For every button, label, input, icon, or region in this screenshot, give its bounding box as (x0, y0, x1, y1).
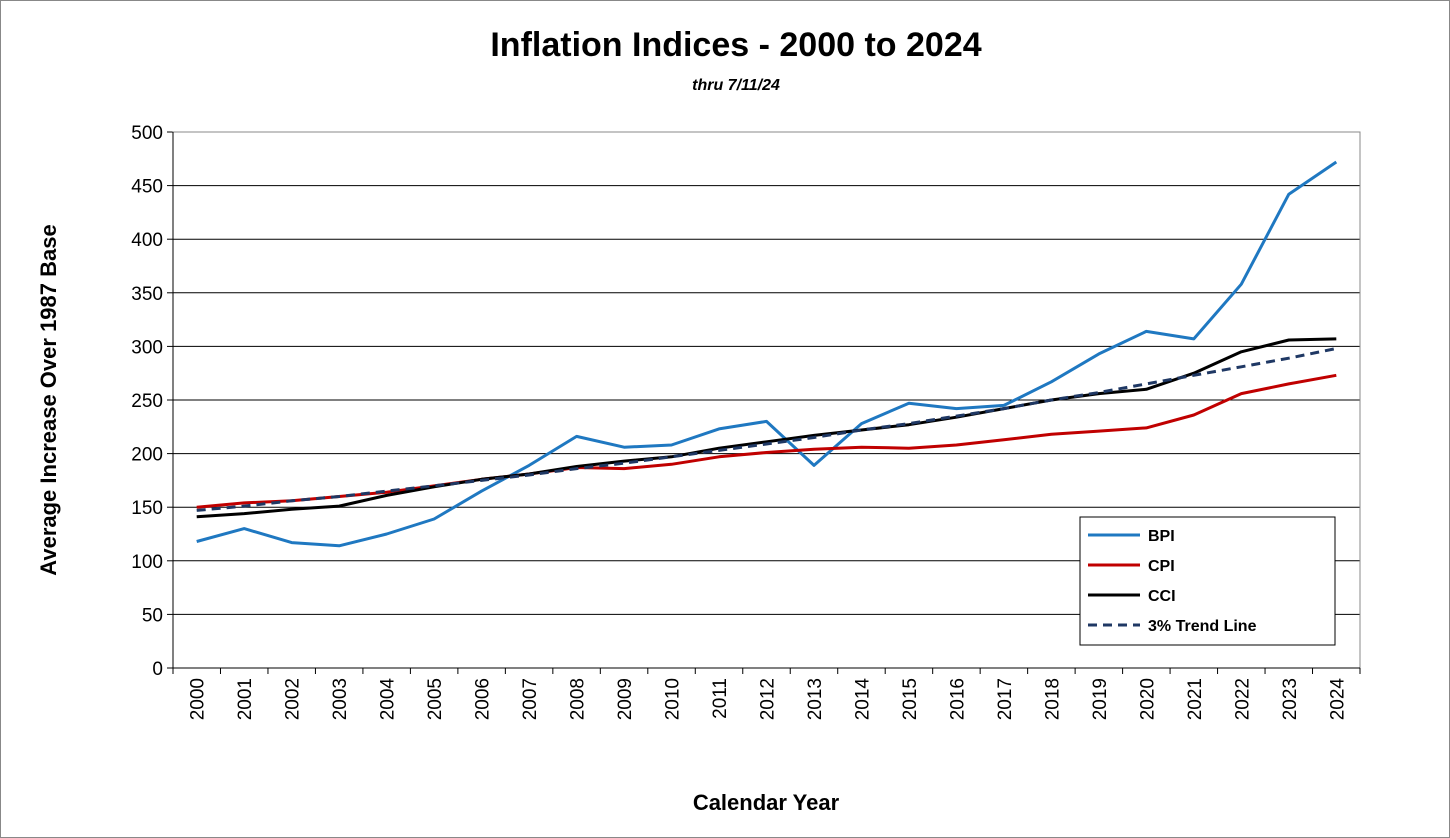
x-tick-label: 2011 (710, 678, 731, 719)
x-tick-label: 2004 (378, 678, 399, 721)
series-line (196, 337, 1337, 519)
y-tick-label: 250 (131, 391, 163, 412)
series-line (196, 373, 1337, 509)
x-tick-label: 2023 (1280, 678, 1301, 720)
y-tick-label: 350 (131, 284, 163, 305)
x-tick-label: 2001 (235, 678, 256, 720)
x-tick-label: 2006 (473, 678, 494, 720)
y-tick-label: 150 (131, 498, 163, 519)
x-tick-label: 2009 (615, 678, 636, 720)
x-tick-label: 2013 (805, 678, 826, 720)
y-tick-label: 300 (131, 337, 163, 358)
x-tick-label: 2015 (900, 678, 921, 720)
x-tick-label: 2012 (758, 678, 779, 720)
x-tick-label: 2016 (947, 678, 968, 720)
series-line (196, 347, 1337, 512)
x-tick-label: 2018 (1042, 678, 1063, 720)
y-tick-label: 450 (131, 177, 163, 198)
x-tick-label: 2010 (663, 678, 684, 720)
x-tick-label: 2017 (995, 678, 1016, 720)
y-tick-label: 200 (131, 445, 163, 466)
x-tick-label: 2003 (330, 678, 351, 720)
y-tick-label: 500 (131, 123, 163, 144)
x-axis-title: Calendar Year (693, 790, 840, 815)
x-tick-label: 2020 (1137, 678, 1158, 720)
x-tick-label: 2022 (1232, 678, 1253, 720)
y-tick-label: 0 (152, 659, 163, 680)
x-tick-label: 2019 (1090, 678, 1111, 720)
chart-subtitle: thru 7/11/24 (692, 77, 780, 94)
x-tick-label: 2024 (1327, 678, 1348, 721)
legend-label: CCI (1148, 588, 1176, 605)
legend-label: CPI (1148, 558, 1175, 575)
chart-title: Inflation Indices - 2000 to 2024 (490, 26, 981, 64)
legend-label: 3% Trend Line (1148, 618, 1257, 635)
x-tick-label: 2000 (188, 678, 209, 720)
legend-label: BPI (1148, 528, 1175, 545)
y-axis-title: Average Increase Over 1987 Base (36, 224, 61, 575)
x-tick-label: 2014 (852, 678, 873, 721)
x-tick-label: 2007 (520, 678, 541, 720)
x-tick-label: 2008 (568, 678, 589, 720)
x-tick-label: 2021 (1185, 678, 1206, 720)
x-tick-label: 2002 (283, 678, 304, 720)
y-tick-label: 50 (142, 605, 163, 626)
series-line (196, 160, 1338, 548)
y-tick-label: 400 (131, 230, 163, 251)
y-tick-label: 100 (131, 552, 163, 573)
x-tick-label: 2005 (425, 678, 446, 720)
